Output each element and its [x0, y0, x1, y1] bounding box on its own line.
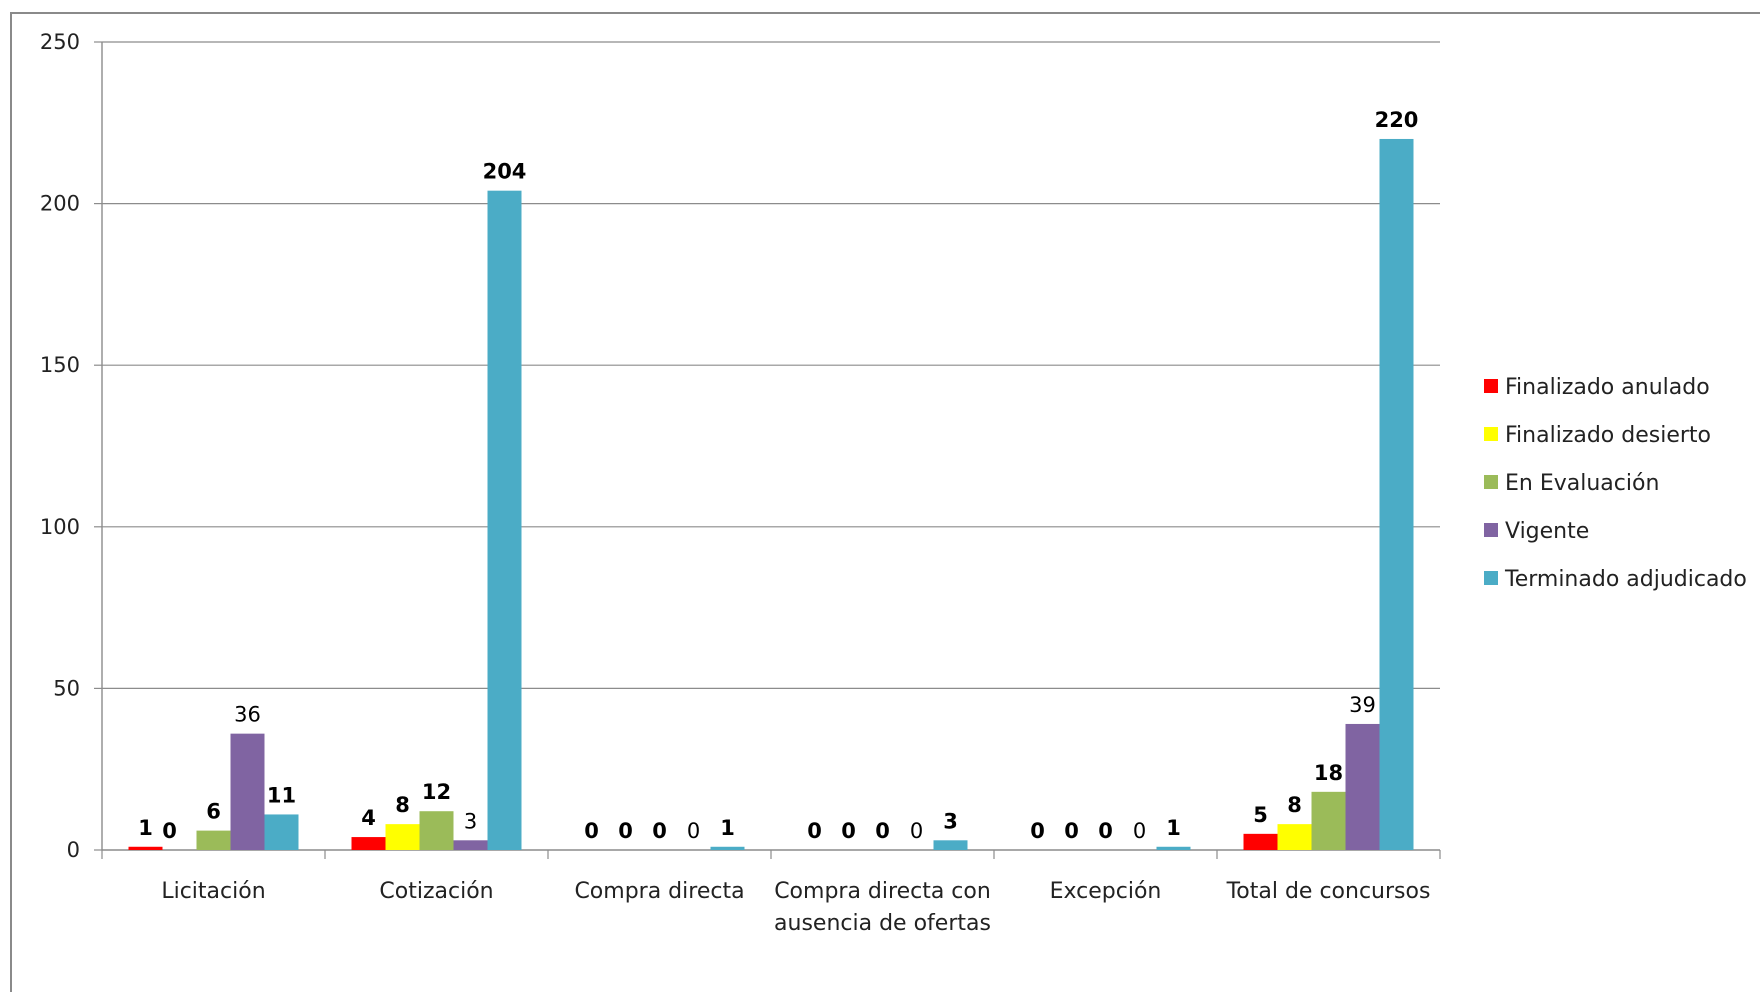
legend-entry: Finalizado desierto [1505, 423, 1711, 448]
legend: Finalizado anulado Finalizado desierto En … [1484, 375, 1747, 592]
bar [1277, 824, 1312, 850]
data-label: 0 [807, 819, 822, 843]
bar [1243, 833, 1278, 850]
data-label: 0 [584, 819, 599, 843]
data-label: 0 [1133, 819, 1146, 843]
data-label: 0 [1098, 819, 1113, 843]
legend-swatch [1484, 523, 1498, 537]
data-label: 39 [1349, 693, 1376, 717]
y-tick-label: 200 [40, 192, 80, 216]
data-label: 0 [875, 819, 890, 843]
data-label: 12 [422, 780, 451, 804]
legend-entry: Finalizado anulado [1505, 375, 1710, 400]
data-label: 11 [267, 783, 296, 807]
data-label: 18 [1314, 761, 1343, 785]
bar [351, 837, 386, 850]
bar [1379, 138, 1414, 850]
data-label: 0 [687, 819, 700, 843]
x-tick-label: Excepción [1050, 879, 1162, 904]
legend-swatch [1484, 571, 1498, 585]
bars [128, 138, 1414, 850]
bar [487, 190, 522, 850]
data-label: 0 [841, 819, 856, 843]
x-tick-label: Cotización [379, 879, 493, 904]
data-label: 1 [138, 816, 153, 840]
bar [385, 824, 420, 850]
bar [264, 814, 299, 850]
bar [710, 846, 745, 850]
y-tick-label: 150 [40, 353, 80, 377]
bar [933, 840, 968, 850]
data-label: 0 [652, 819, 667, 843]
data-label: 0 [162, 819, 177, 843]
y-tick-label: 0 [67, 838, 80, 862]
data-label: 220 [1375, 108, 1419, 132]
bar [196, 830, 231, 850]
legend-swatch [1484, 379, 1498, 393]
x-tick-label: Total de concursos [1226, 879, 1431, 904]
data-label: 0 [910, 819, 923, 843]
legend-entry: En Evaluación [1505, 471, 1659, 496]
x-tick-label: Compra directa [574, 879, 744, 904]
bar [453, 840, 488, 850]
data-label: 0 [1030, 819, 1045, 843]
data-label: 3 [464, 809, 477, 833]
data-label: 204 [483, 160, 527, 184]
legend-entry: Vigente [1505, 519, 1589, 544]
gridlines [102, 41, 1440, 690]
data-label: 5 [1253, 803, 1268, 827]
data-label: 6 [206, 800, 221, 824]
y-tick-label: 100 [40, 515, 80, 539]
legend-entry: Terminado adjudicado [1504, 567, 1747, 592]
y-tick-label: 50 [53, 676, 80, 700]
bar [1156, 846, 1191, 850]
y-axis: 0 50 100 150 200 250 [40, 30, 103, 862]
legend-swatch [1484, 475, 1498, 489]
data-label: 1 [720, 816, 735, 840]
chart-frame [10, 12, 1760, 992]
y-tick-label: 250 [40, 30, 80, 54]
data-label: 4 [361, 806, 376, 830]
x-tick-label: Compra directa con [774, 879, 991, 904]
data-label: 36 [234, 703, 261, 727]
bar [230, 733, 265, 850]
data-label: 8 [395, 793, 410, 817]
data-label: 3 [943, 809, 958, 833]
data-label: 0 [618, 819, 633, 843]
x-axis: Licitación Cotización Compra directa Compra… [101, 849, 1441, 936]
legend-swatch [1484, 427, 1498, 441]
bar [1311, 791, 1346, 850]
bar [419, 811, 454, 850]
data-label: 0 [1064, 819, 1079, 843]
data-label: 8 [1287, 793, 1302, 817]
x-tick-label: Licitación [161, 879, 265, 904]
data-label: 1 [1166, 816, 1181, 840]
x-tick-label: ausencia de ofertas [774, 911, 991, 936]
bar [1345, 723, 1380, 850]
bar [128, 846, 163, 850]
